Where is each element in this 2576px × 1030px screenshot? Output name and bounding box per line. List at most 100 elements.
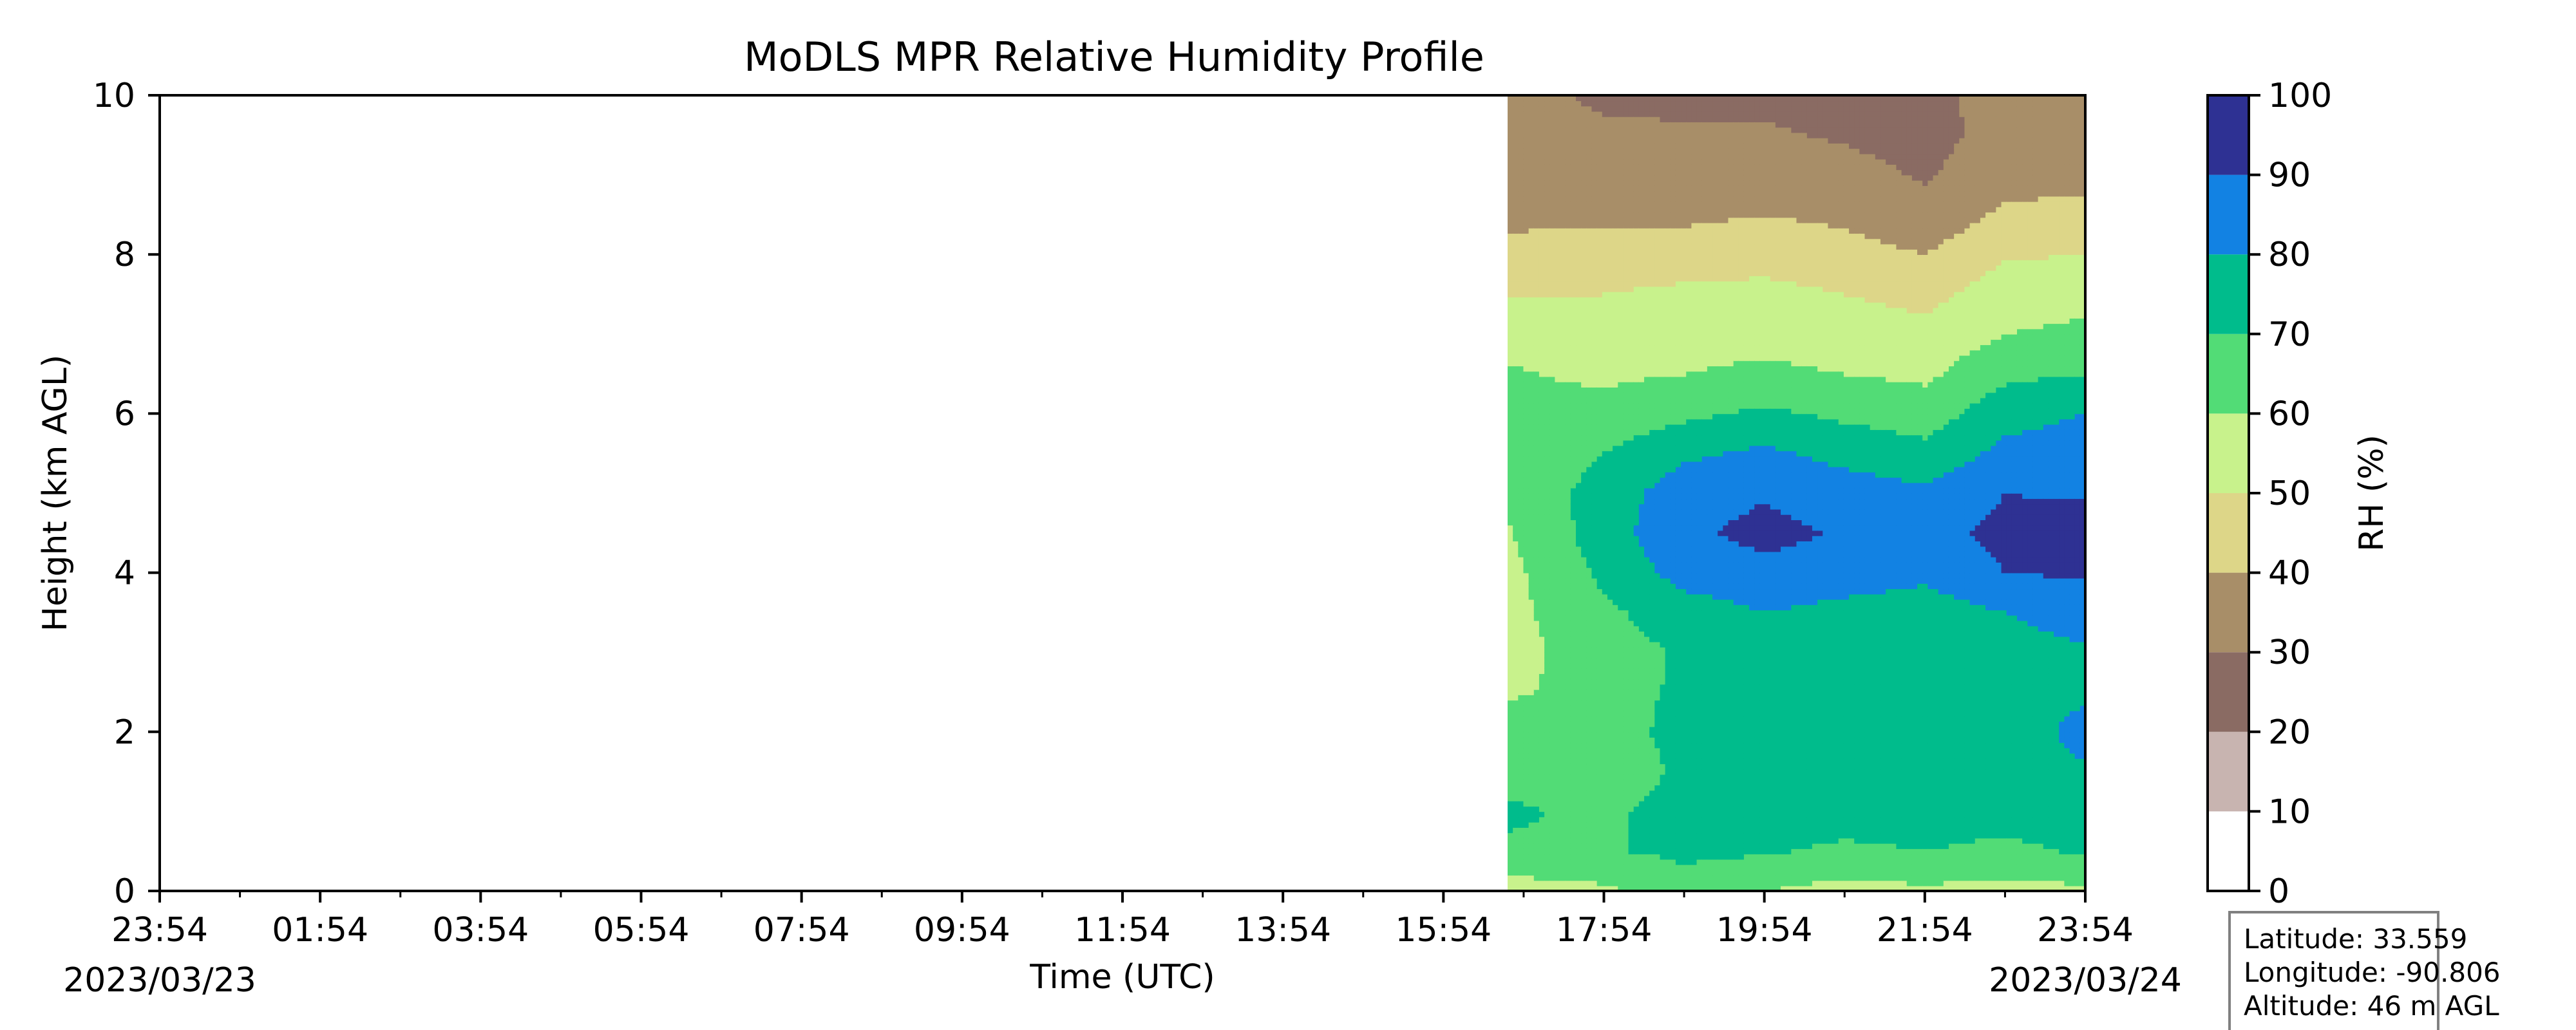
heatmap-cell <box>1665 413 1671 420</box>
heatmap-cell <box>1555 196 1561 202</box>
heatmap-cell <box>1533 556 1540 563</box>
heatmap-cell <box>1523 191 1530 197</box>
heatmap-cell <box>1528 551 1535 557</box>
heatmap-cell <box>1576 556 1582 563</box>
heatmap-cell <box>1638 148 1645 154</box>
heatmap-cell <box>1607 451 1613 457</box>
heatmap-cell <box>1513 158 1519 165</box>
heatmap-cell <box>1576 806 1582 812</box>
heatmap-cell <box>1602 498 1608 505</box>
heatmap-cell <box>1539 302 1545 308</box>
heatmap-cell <box>1649 514 1656 520</box>
heatmap-cell <box>1513 774 1519 780</box>
heatmap-cell <box>1555 440 1561 446</box>
heatmap-cell <box>1549 472 1556 478</box>
heatmap-cell <box>1596 95 1603 102</box>
heatmap-cell <box>1549 859 1556 865</box>
heatmap-cell <box>1528 435 1535 441</box>
heatmap-cell <box>1613 106 1619 112</box>
heatmap-cell <box>1602 800 1608 807</box>
heatmap-cell <box>1555 122 1561 128</box>
heatmap-cell <box>1613 763 1619 770</box>
heatmap-cell <box>1623 265 1629 271</box>
heatmap-cell <box>1618 785 1624 791</box>
heatmap-cell <box>1555 424 1561 430</box>
heatmap-cell <box>1596 222 1603 229</box>
heatmap-cell <box>1602 753 1608 759</box>
heatmap-cell <box>1528 185 1535 192</box>
heatmap-cell <box>1570 821 1577 828</box>
heatmap-cell <box>1523 116 1530 122</box>
heatmap-cell <box>1549 148 1556 154</box>
heatmap-cell <box>1660 546 1666 552</box>
heatmap-cell <box>1576 551 1582 557</box>
heatmap-cell <box>1665 785 1671 791</box>
heatmap-cell <box>1607 620 1613 626</box>
heatmap-cell <box>1523 816 1530 823</box>
heatmap-cell <box>1586 207 1593 213</box>
heatmap-cell <box>1670 456 1676 462</box>
heatmap-cell <box>1523 700 1530 706</box>
heatmap-cell <box>1649 604 1656 611</box>
heatmap-cell <box>1533 530 1540 536</box>
heatmap-cell <box>1649 100 1656 107</box>
heatmap-cell <box>1613 169 1619 176</box>
heatmap-cell <box>1533 673 1540 680</box>
heatmap-cell <box>1581 594 1587 600</box>
heatmap-cell <box>1628 615 1634 621</box>
heatmap-cell <box>1649 402 1656 409</box>
heatmap-cell <box>1570 297 1577 303</box>
heatmap-cell <box>1523 572 1530 579</box>
heatmap-cell <box>1618 132 1624 138</box>
heatmap-cell <box>1565 222 1571 229</box>
heatmap-cell <box>1533 832 1540 839</box>
heatmap-cell <box>1565 445 1571 451</box>
heatmap-cell <box>1586 763 1593 770</box>
heatmap-cell <box>1602 779 1608 785</box>
heatmap-cell <box>1523 95 1530 102</box>
heatmap-cell <box>1644 503 1650 510</box>
heatmap-cell <box>1565 233 1571 239</box>
heatmap-cell <box>1555 392 1561 398</box>
heatmap-cell <box>1607 243 1613 250</box>
heatmap-cell <box>1675 158 1681 165</box>
heatmap-cell <box>1591 116 1598 122</box>
heatmap-cell <box>1638 440 1645 446</box>
heatmap-cell <box>1633 870 1640 876</box>
heatmap-cell <box>1633 137 1640 144</box>
heatmap-cell <box>1528 281 1535 287</box>
heatmap-cell <box>1508 854 1513 860</box>
heatmap-cell <box>1533 243 1540 250</box>
heatmap-cell <box>1555 885 1561 892</box>
heatmap-cell <box>1638 520 1645 526</box>
heatmap-cell <box>1638 408 1645 415</box>
heatmap-cell <box>1670 870 1676 876</box>
heatmap-cell <box>1555 848 1561 855</box>
heatmap-cell <box>1518 838 1524 844</box>
heatmap-cell <box>1660 238 1666 245</box>
heatmap-cell <box>1528 106 1535 112</box>
heatmap-cell <box>1681 864 1687 870</box>
heatmap-cell <box>1528 344 1535 351</box>
heatmap-cell <box>1660 827 1666 834</box>
heatmap-cell <box>1581 132 1587 138</box>
heatmap-cell <box>1555 366 1561 372</box>
heatmap-cell <box>1633 254 1640 261</box>
heatmap-cell <box>1638 556 1645 563</box>
heatmap-cell <box>1633 238 1640 245</box>
heatmap-cell <box>1555 695 1561 701</box>
heatmap-cell <box>1644 482 1650 489</box>
heatmap-cell <box>1539 207 1545 213</box>
heatmap-cell <box>1623 201 1629 207</box>
heatmap-cell <box>1670 695 1676 701</box>
heatmap-cell <box>1581 530 1587 536</box>
heatmap-cell <box>1518 222 1524 229</box>
heatmap-cell <box>1638 594 1645 600</box>
heatmap-cell <box>1628 854 1634 860</box>
heatmap-cell <box>1591 673 1598 680</box>
heatmap-cell <box>1613 577 1619 584</box>
heatmap-cell <box>1576 520 1582 526</box>
heatmap-cell <box>1560 466 1566 473</box>
heatmap-cell <box>1660 339 1666 346</box>
heatmap-cell <box>1644 360 1650 367</box>
